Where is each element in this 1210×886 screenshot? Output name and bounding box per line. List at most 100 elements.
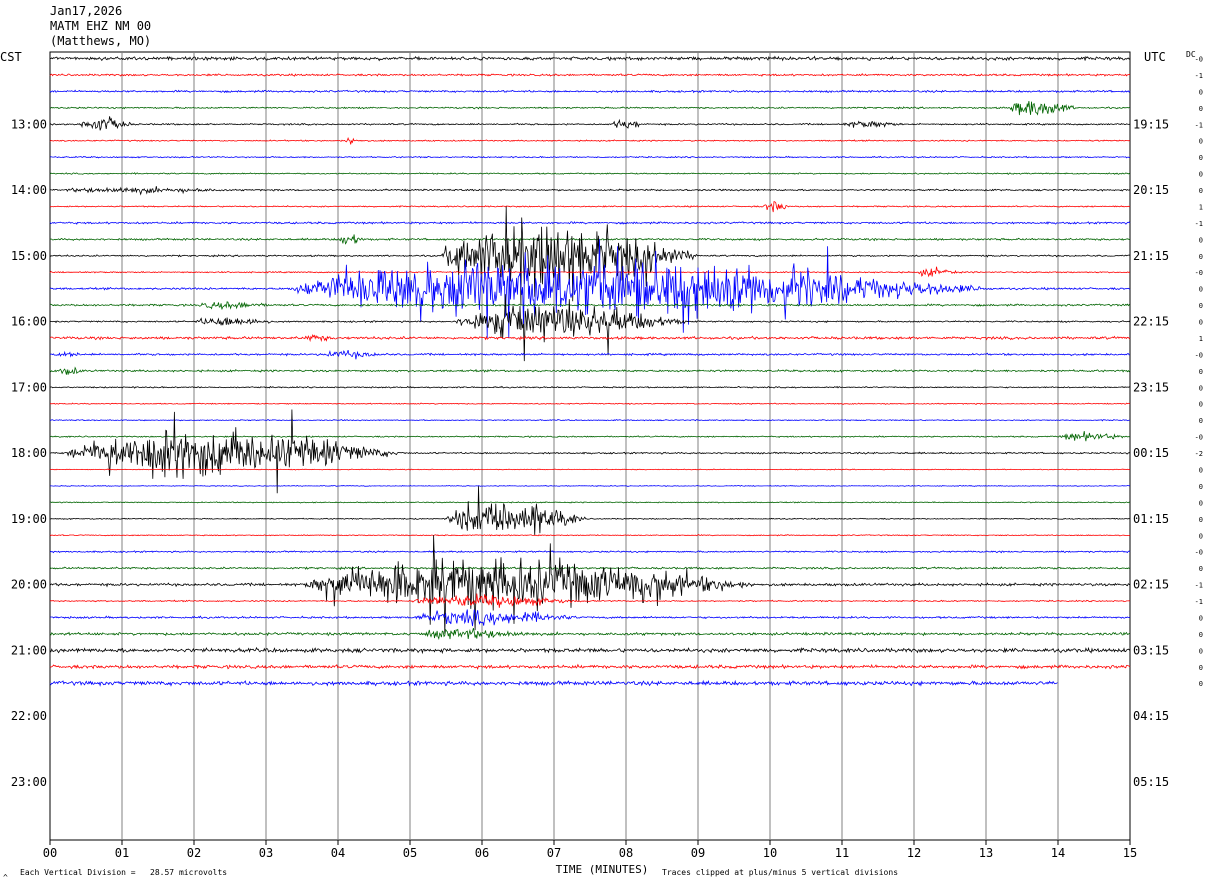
utc-hour-label: 02:15	[1133, 578, 1169, 592]
dc-offset-label: -0	[1195, 269, 1203, 277]
trace-line	[49, 294, 1131, 362]
dc-offset-label: 0	[1199, 187, 1203, 195]
x-tick-label: 12	[907, 846, 921, 860]
utc-hour-label: 05:15	[1133, 775, 1169, 789]
dc-offset-label: 0	[1199, 664, 1203, 672]
x-tick-label: 14	[1051, 846, 1065, 860]
trace-line	[49, 116, 1131, 131]
dc-offset-label: -0	[1195, 56, 1203, 64]
dc-offset-label: -0	[1195, 434, 1203, 442]
trace-line	[49, 334, 1131, 343]
trace-line	[49, 593, 1131, 608]
dc-offset-label: 0	[1199, 171, 1203, 179]
trace-line	[49, 349, 1130, 360]
trace-line	[49, 534, 1131, 537]
x-tick-label: 02	[187, 846, 201, 860]
dc-offset-label: 0	[1199, 467, 1203, 475]
dc-offset-label: 0	[1199, 631, 1203, 639]
dc-offset-label: -1	[1195, 220, 1203, 228]
dc-offset-label: 0	[1199, 302, 1203, 310]
trace-line	[49, 101, 1131, 116]
x-tick-label: 08	[619, 846, 633, 860]
dc-offset-label: 0	[1199, 88, 1203, 96]
dc-offset-label: 1	[1199, 203, 1203, 211]
dc-offset-label: -2	[1195, 450, 1203, 458]
utc-hour-label: 23:15	[1133, 380, 1169, 394]
x-tick-label: 10	[763, 846, 777, 860]
station-header: Jan17,2026 MATM EHZ NM 00 (Matthews, MO)	[50, 4, 151, 49]
trace-line	[49, 646, 1131, 655]
dc-offset-label: 0	[1199, 138, 1203, 146]
utc-hour-label: 01:15	[1133, 512, 1169, 526]
utc-hour-label: 21:15	[1133, 249, 1169, 263]
scale-note: Each Vertical Division = 28.57 microvolt…	[20, 868, 228, 877]
utc-hour-label: 04:15	[1133, 709, 1169, 723]
x-tick-label: 15	[1123, 846, 1137, 860]
x-tick-label: 03	[259, 846, 273, 860]
trace-line	[50, 301, 1131, 310]
x-tick-label: 13	[979, 846, 993, 860]
cst-hour-label: 22:00	[11, 709, 47, 723]
trace-line	[49, 136, 1131, 145]
x-tick-label: 07	[547, 846, 561, 860]
utc-hour-label: 03:15	[1133, 643, 1169, 657]
dc-offset-label: 0	[1199, 384, 1203, 392]
dc-column-title: DC	[1186, 50, 1196, 59]
trace-line	[49, 172, 1131, 175]
trace-line	[50, 501, 1131, 504]
date-label: Jan17,2026	[50, 4, 123, 18]
cst-hour-label: 18:00	[11, 446, 47, 460]
location-label: (Matthews, MO)	[50, 34, 152, 48]
dc-offset-label: -1	[1195, 598, 1203, 606]
trace-line	[49, 72, 1131, 77]
cst-hour-label: 13:00	[11, 117, 47, 131]
trace-line	[49, 628, 1131, 641]
x-tick-label: 11	[835, 846, 849, 860]
plot-frame	[49, 51, 1131, 841]
utc-hour-label: 00:15	[1133, 446, 1169, 460]
utc-hour-label: 19:15	[1133, 117, 1169, 131]
x-tick-label: 04	[331, 846, 345, 860]
trace-line	[49, 566, 1131, 571]
station-label: MATM EHZ NM 00	[50, 19, 152, 33]
seismic-traces	[49, 55, 1131, 687]
trace-line	[49, 201, 1131, 213]
x-axis-title: TIME (MINUTES)	[556, 863, 649, 876]
dc-offset-label: 0	[1199, 154, 1203, 162]
trace-line	[49, 186, 1131, 196]
trace-line	[49, 468, 1131, 471]
utc-axis-title: UTC	[1144, 50, 1166, 64]
dc-offset-label: 0	[1199, 286, 1203, 294]
cst-axis-title: CST	[0, 50, 22, 64]
trace-line	[49, 266, 1131, 278]
trace-line	[49, 550, 1131, 554]
cst-hour-label: 21:00	[11, 643, 47, 657]
dc-offset-label: 0	[1199, 499, 1203, 507]
trace-line	[49, 430, 1131, 442]
x-tick-label: 01	[115, 846, 129, 860]
dc-offset-label: -0	[1195, 351, 1203, 359]
trace-line	[50, 55, 1131, 62]
dc-offset-label: -1	[1195, 582, 1203, 590]
trace-line	[49, 409, 1131, 494]
dc-offset-label: 0	[1199, 532, 1203, 540]
trace-line	[49, 366, 1131, 375]
x-tick-label: 00	[43, 846, 57, 860]
trace-line	[50, 402, 1131, 405]
trace-line	[49, 663, 1131, 670]
trace-line	[49, 535, 1131, 634]
trace-line	[49, 609, 1131, 627]
dc-offset-label: 0	[1199, 401, 1203, 409]
corner-mark: ^	[3, 873, 8, 882]
cst-hour-label: 16:00	[11, 315, 47, 329]
dc-offset-label: 1	[1199, 335, 1203, 343]
dc-offset-label: 0	[1199, 516, 1203, 524]
trace-line	[49, 419, 1130, 422]
cst-hour-label: 14:00	[11, 183, 47, 197]
trace-line	[49, 89, 1131, 94]
trace-line	[49, 385, 1131, 389]
cst-hour-label: 20:00	[11, 578, 47, 592]
x-tick-label: 06	[475, 846, 489, 860]
dc-offset-label: 0	[1199, 647, 1203, 655]
